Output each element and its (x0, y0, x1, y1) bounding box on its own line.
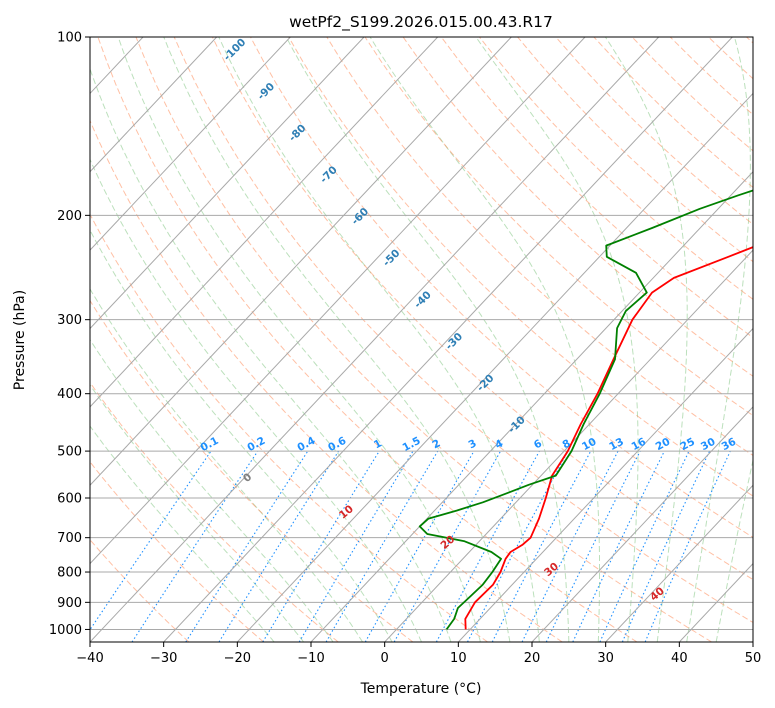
mixing-ratio-line (435, 450, 540, 642)
moist-adiabat-line (163, 37, 511, 642)
x-tick-label: 30 (597, 651, 614, 666)
mixing-ratio-line (262, 450, 380, 642)
dry-adiabat-line (211, 37, 753, 581)
mixing-ratio-line (621, 450, 711, 642)
moist-adiabat-line (117, 37, 481, 642)
x-axis-ticks: −40 −30 −20 −10 0 10 20 30 40 50 (76, 642, 761, 666)
moist-adiabat-line (90, 229, 393, 642)
isotherm-gridlines (90, 37, 753, 642)
moist-adiabat-line (285, 37, 570, 642)
y-tick-label: 800 (57, 566, 82, 581)
dry-adiabat-line (90, 213, 488, 642)
x-tick-label: 40 (671, 651, 688, 666)
moist-adiabat-line (90, 288, 364, 642)
isotherm-line (531, 406, 753, 642)
isotherm-line (236, 92, 753, 642)
x-tick-label: −40 (76, 651, 103, 666)
mixing-ratio-line (90, 450, 212, 631)
isotherm-line (90, 37, 218, 173)
moist-adiabat-line (369, 37, 600, 642)
mixing-ratio-line (393, 450, 502, 642)
moist-adiabat-line (90, 338, 334, 642)
x-axis-label: Temperature (°C) (360, 681, 482, 697)
isotherm-line (90, 37, 365, 330)
x-tick-label: −30 (150, 651, 177, 666)
y-tick-label: 1000 (49, 623, 82, 638)
moist-adiabat-line (686, 37, 751, 642)
moist-adiabat-line (90, 425, 275, 642)
dry-adiabat-line (479, 37, 753, 300)
plot-frame (89, 36, 754, 643)
y-tick-label: 100 (57, 31, 82, 46)
isotherm-line (90, 37, 512, 486)
dry-adiabat-line (90, 119, 563, 642)
y-tick-label: 700 (57, 531, 82, 546)
x-tick-label: 10 (450, 651, 467, 666)
isotherm-line (90, 37, 660, 642)
moist-adiabat-line (90, 384, 304, 642)
x-tick-label: 20 (524, 651, 541, 666)
moist-adiabat-line (90, 67, 452, 642)
profile-line (464, 246, 753, 630)
profile-line (418, 189, 753, 630)
isotherm-line (605, 484, 753, 642)
dry-adiabat-line (90, 461, 264, 642)
isobar-gridlines (90, 37, 753, 630)
moist-adiabat-line (475, 37, 639, 642)
moist-adiabat-line (715, 457, 753, 642)
dry-adiabats (90, 37, 753, 642)
isotherm-line (310, 171, 753, 642)
moist-adiabat-line (218, 37, 540, 642)
x-tick-label: 0 (381, 651, 389, 666)
y-tick-label: 500 (57, 445, 82, 460)
moist-adiabats (90, 37, 753, 642)
isotherm-line (90, 37, 291, 251)
y-tick-label: 400 (57, 387, 82, 402)
dry-adiabat-line (364, 37, 753, 417)
isotherm-line (384, 249, 753, 642)
y-tick-label: 200 (57, 209, 82, 224)
profile-series (418, 189, 753, 630)
dry-adiabat-line (135, 37, 712, 642)
mixing-ratio-line (185, 450, 309, 642)
y-axis-label: Pressure (hPa) (12, 290, 28, 390)
dry-adiabat-line (173, 37, 753, 624)
x-tick-label: −20 (224, 651, 251, 666)
isotherm-line (90, 37, 586, 565)
x-tick-label: 50 (745, 651, 762, 666)
y-axis-ticks: 100 200 300 400 500 600 700 800 900 1000 (49, 31, 90, 638)
moist-adiabat-line (90, 158, 422, 642)
y-tick-label: 300 (57, 313, 82, 328)
isotherm-line (163, 37, 733, 642)
dry-adiabat-line (402, 37, 753, 377)
x-tick-label: −10 (297, 651, 324, 666)
dry-adiabat-line (97, 37, 638, 642)
isotherm-line (457, 327, 753, 642)
chart-title: wetPf2_S199.2026.015.00.43.R17 (289, 13, 553, 32)
mixing-ratio-line (545, 450, 641, 642)
mixing-ratio-line (521, 450, 619, 642)
y-tick-label: 600 (57, 492, 82, 507)
y-tick-label: 900 (57, 596, 82, 611)
isotherm-line (90, 37, 439, 408)
